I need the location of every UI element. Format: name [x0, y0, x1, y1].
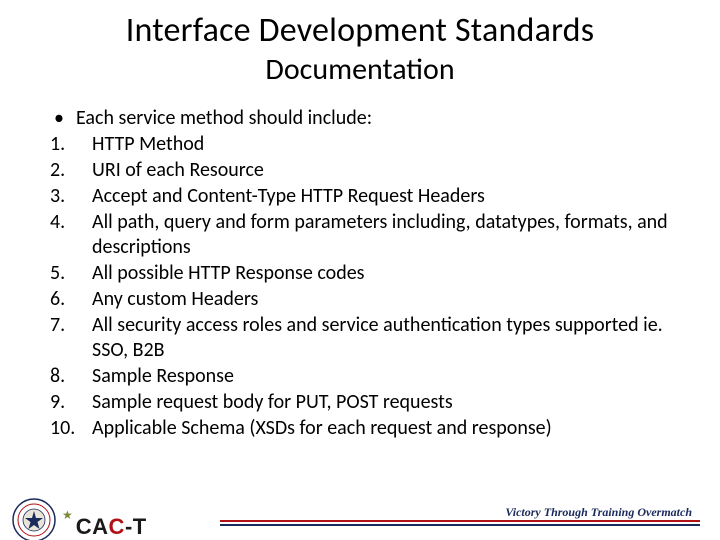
list-number: 2. — [48, 158, 92, 183]
list-number: 6. — [48, 287, 92, 312]
list-item: 5. All possible HTTP Response codes — [48, 261, 680, 286]
list-item: 7. All security access roles and service… — [48, 313, 680, 363]
star-icon: ★ — [62, 510, 73, 522]
bullet-marker: • — [48, 106, 76, 131]
list-text: URI of each Resource — [92, 158, 680, 183]
list-text: HTTP Method — [92, 132, 680, 157]
list-text: All security access roles and service au… — [92, 313, 680, 363]
list-item: 8. Sample Response — [48, 364, 680, 389]
list-text: Sample Response — [92, 364, 680, 389]
list-item: 6. Any custom Headers — [48, 287, 680, 312]
list-number: 1. — [48, 132, 92, 157]
list-item: 4. All path, query and form parameters i… — [48, 210, 680, 260]
seal-icon — [12, 498, 56, 540]
list-text: All possible HTTP Response codes — [92, 261, 680, 286]
list-number: 3. — [48, 184, 92, 209]
footer-rule — [220, 520, 700, 527]
footer-motto: Victory Through Training Overmatch — [501, 505, 696, 520]
slide-title: Interface Development Standards — [0, 10, 720, 51]
list-text: Any custom Headers — [92, 287, 680, 312]
blue-line — [220, 524, 700, 527]
list-number: 7. — [48, 313, 92, 363]
list-number: 8. — [48, 364, 92, 389]
slide: Interface Development Standards Document… — [0, 10, 720, 540]
list-item: 9. Sample request body for PUT, POST req… — [48, 390, 680, 415]
slide-subtitle: Documentation — [0, 51, 720, 88]
intro-bullet: • Each service method should include: — [48, 106, 680, 131]
list-item: 2. URI of each Resource — [48, 158, 680, 183]
slide-body: • Each service method should include: 1.… — [48, 106, 680, 441]
list-number: 5. — [48, 261, 92, 286]
list-text: Sample request body for PUT, POST reques… — [92, 390, 680, 415]
list-number: 9. — [48, 390, 92, 415]
list-number: 10. — [48, 416, 92, 441]
brand-logo: ★ CAC-T — [62, 510, 147, 540]
list-text: Accept and Content-Type HTTP Request Hea… — [92, 184, 680, 209]
list-item: 10. Applicable Schema (XSDs for each req… — [48, 416, 680, 441]
list-item: 1. HTTP Method — [48, 132, 680, 157]
brand-text: CAC-T — [76, 514, 147, 540]
bullet-text: Each service method should include: — [76, 106, 680, 131]
list-item: 3. Accept and Content-Type HTTP Request … — [48, 184, 680, 209]
list-text: Applicable Schema (XSDs for each request… — [92, 416, 680, 441]
slide-footer: ★ CAC-T Victory Through Training Overmat… — [0, 490, 720, 540]
list-text: All path, query and form parameters incl… — [92, 210, 680, 260]
list-number: 4. — [48, 210, 92, 260]
